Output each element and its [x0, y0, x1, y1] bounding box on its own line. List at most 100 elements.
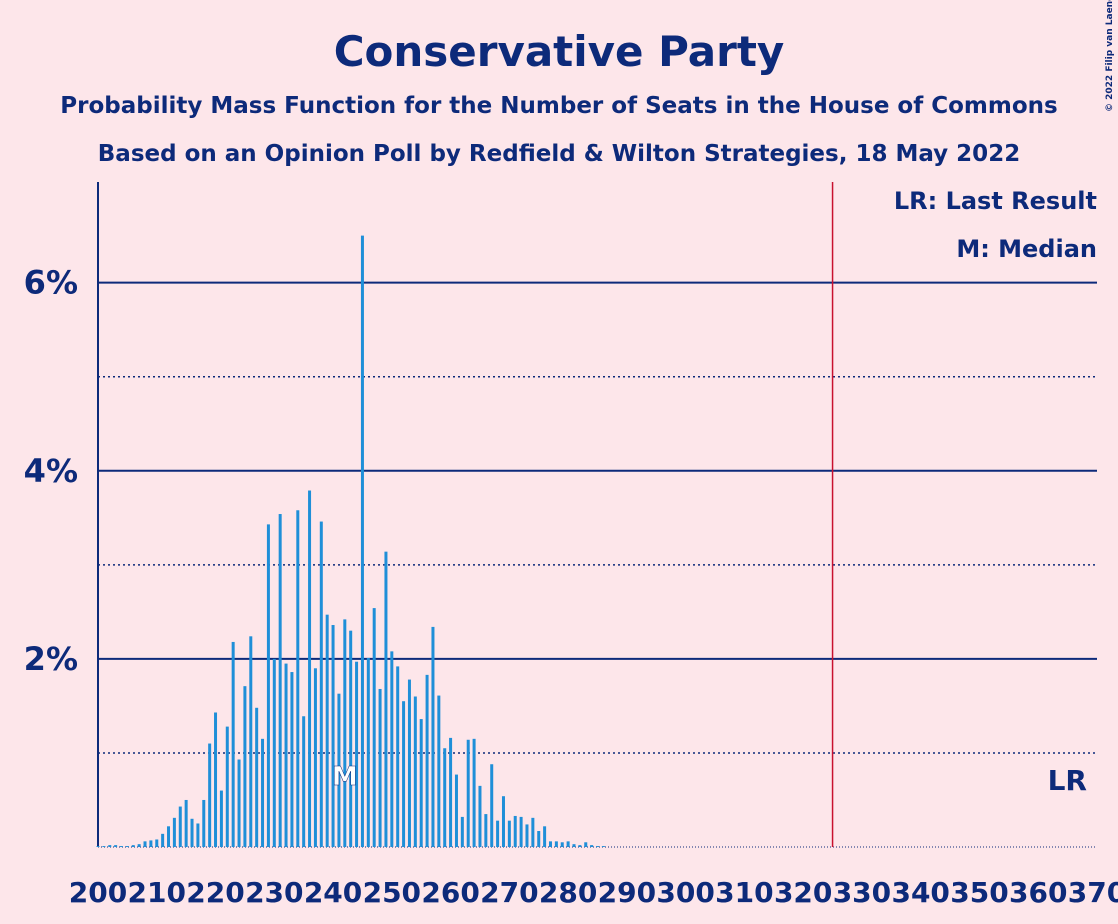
- bar: [431, 626, 435, 847]
- bar: [319, 521, 323, 847]
- x-tick-label: 350: [950, 876, 1008, 909]
- bar: [507, 820, 511, 847]
- x-tick-label: 260: [421, 876, 479, 909]
- bar: [519, 816, 523, 847]
- x-tick-label: 370: [1068, 876, 1118, 909]
- bar: [284, 663, 288, 847]
- bar: [178, 806, 182, 847]
- bar: [443, 748, 447, 847]
- bar: [308, 490, 312, 847]
- bar: [243, 686, 247, 847]
- bar: [601, 846, 605, 847]
- y-tick-label: 4%: [24, 452, 78, 490]
- legend-entry: LR: Last Result: [894, 187, 1097, 215]
- bar: [572, 844, 576, 847]
- bar: [214, 712, 218, 847]
- subtitle: Based on an Opinion Poll by Redfield & W…: [98, 141, 1020, 167]
- bar: [266, 524, 270, 847]
- bar: [219, 790, 223, 847]
- bar: [290, 672, 294, 847]
- x-tick-label: 210: [128, 876, 186, 909]
- bar: [466, 739, 470, 847]
- bar: [143, 841, 147, 847]
- bar: [472, 738, 476, 847]
- bar: [560, 842, 564, 847]
- x-tick-label: 360: [1009, 876, 1067, 909]
- bar: [378, 688, 382, 847]
- bar: [125, 846, 129, 847]
- bar: [337, 693, 341, 847]
- legend-entry: M: Median: [956, 235, 1097, 263]
- bar: [413, 696, 417, 847]
- bar: [131, 845, 135, 847]
- bar: [120, 846, 124, 847]
- bar: [425, 674, 429, 847]
- bar: [202, 799, 206, 847]
- bar: [190, 818, 194, 847]
- bar: [396, 666, 400, 847]
- x-tick-label: 290: [598, 876, 656, 909]
- bar: [402, 701, 406, 847]
- bar: [149, 840, 153, 847]
- bar: [390, 651, 394, 847]
- bar: [407, 679, 411, 847]
- x-tick-label: 340: [891, 876, 949, 909]
- bar: [325, 614, 329, 847]
- bar: [384, 551, 388, 847]
- bar: [437, 695, 441, 847]
- median-label: M: [332, 762, 358, 792]
- bar: [343, 619, 347, 847]
- bar: [161, 833, 165, 847]
- bar: [484, 814, 488, 847]
- bar: [155, 839, 159, 847]
- bar: [225, 726, 229, 847]
- last-result-label: LR: [1048, 764, 1087, 797]
- bar: [596, 846, 599, 847]
- x-tick-label: 300: [656, 876, 714, 909]
- bar: [272, 658, 276, 847]
- bar: [419, 719, 423, 847]
- bar: [454, 774, 458, 847]
- x-tick-label: 240: [304, 876, 362, 909]
- x-tick-label: 250: [363, 876, 421, 909]
- bar: [537, 831, 541, 847]
- x-tick-label: 330: [833, 876, 891, 909]
- x-tick-label: 320: [774, 876, 832, 909]
- subtitle: Probability Mass Function for the Number…: [60, 93, 1057, 119]
- bar: [114, 845, 118, 847]
- bar: [449, 737, 453, 847]
- chart-title: Conservative Party: [334, 27, 785, 76]
- x-tick-label: 310: [715, 876, 773, 909]
- bar: [278, 514, 282, 847]
- bar: [590, 845, 594, 847]
- x-tick-label: 280: [539, 876, 597, 909]
- bar: [302, 716, 306, 847]
- bar: [372, 608, 376, 847]
- bar: [360, 235, 364, 847]
- bar: [496, 820, 500, 847]
- bar: [513, 815, 517, 847]
- bar: [196, 823, 200, 847]
- bar: [460, 816, 464, 847]
- y-tick-label: 6%: [24, 264, 78, 302]
- bar: [137, 844, 141, 847]
- bar: [355, 661, 359, 847]
- bar: [543, 826, 547, 847]
- bar: [331, 625, 335, 847]
- bar: [108, 845, 112, 847]
- x-tick-label: 230: [245, 876, 303, 909]
- bar: [172, 817, 176, 847]
- bar: [584, 842, 588, 847]
- x-tick-label: 270: [480, 876, 538, 909]
- bar: [102, 846, 106, 847]
- bar: [525, 824, 529, 847]
- x-tick-label: 220: [186, 876, 244, 909]
- bar: [237, 759, 241, 847]
- bar: [208, 743, 212, 847]
- bar: [261, 738, 265, 847]
- bar: [566, 841, 570, 847]
- bar: [184, 799, 188, 847]
- bar: [96, 846, 100, 847]
- bar: [578, 845, 582, 847]
